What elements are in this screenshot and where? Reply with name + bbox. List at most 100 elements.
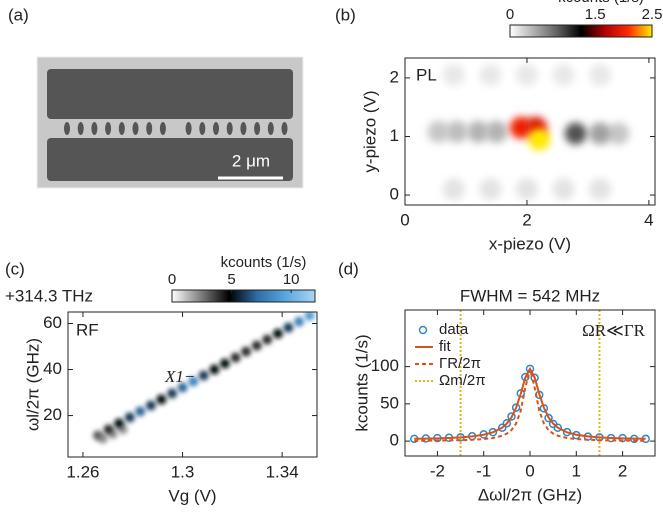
heat-spot [209, 364, 220, 375]
heat-spot [135, 406, 146, 417]
data-point [525, 364, 535, 374]
hole [254, 122, 261, 135]
hole [226, 122, 233, 135]
heat-spot [479, 178, 502, 201]
chart-title: FWHM = 542 MHz [460, 286, 600, 305]
data-point [502, 418, 512, 428]
y-tick-label: 60 [43, 313, 62, 332]
x-tick-label: 0 [400, 210, 409, 229]
y-axis-label: ωl/2π (GHz) [23, 338, 42, 431]
heatmap-layer [92, 312, 315, 444]
heat-spot [167, 388, 178, 399]
heat-spot [589, 122, 612, 145]
heat-spot [607, 122, 630, 145]
heat-spot [589, 63, 612, 86]
y-axis-label: kcounts (1/s) [352, 334, 371, 431]
colorbar-tick-label: 0 [506, 6, 514, 23]
legend-label: Ωm/2π [439, 372, 486, 389]
panel-label: (d) [338, 259, 359, 278]
heatmap-layer [427, 63, 630, 201]
colorbar-title: kcounts (1/s) [221, 254, 307, 271]
annotation: ΩR≪ΓR [582, 321, 646, 340]
x-tick-label: -1 [476, 461, 491, 480]
hole [105, 122, 112, 135]
hole [281, 122, 288, 135]
legend-label: data [439, 321, 469, 338]
hole [213, 122, 219, 135]
y-tick-label: 40 [43, 359, 62, 378]
x-tick-label: 2 [618, 461, 627, 480]
hole [240, 122, 247, 135]
hole [132, 122, 139, 135]
heat-spot [103, 424, 114, 435]
plot-frame [67, 311, 318, 458]
heat-spot [442, 178, 465, 201]
legend-label: ΓR/2π [439, 355, 481, 372]
hole [91, 122, 98, 135]
x-tick-label: 1.3 [171, 462, 195, 481]
hole [267, 122, 274, 135]
legend-marker [418, 325, 428, 335]
hole [159, 122, 166, 135]
heat-spot [515, 63, 538, 86]
x-tick-label: -2 [430, 461, 445, 480]
heat-spot [552, 63, 575, 86]
x-tick-label: 4 [644, 210, 653, 229]
heat-spot [467, 120, 490, 143]
plot-frame [404, 309, 656, 457]
panel-label: (b) [335, 5, 356, 24]
heat-spot [92, 430, 103, 441]
heat-spot [198, 370, 209, 381]
x-axis-label: x-piezo (V) [489, 234, 571, 253]
data-point [562, 427, 572, 437]
heat-spot [124, 412, 135, 423]
subtitle: +314.3 THz [5, 286, 93, 305]
membrane [47, 69, 293, 119]
y-tick-label: 0 [390, 185, 399, 204]
y-axis-label: y-piezo (V) [360, 90, 379, 172]
colorbar-title: kcounts (1/s) [558, 0, 644, 6]
colorbar-tick-label: 0 [168, 271, 176, 288]
plot-frame [404, 57, 656, 206]
hole [185, 122, 192, 135]
heat-spot [230, 352, 241, 363]
y-tick-label: 1 [390, 126, 399, 145]
colorbar [171, 289, 316, 303]
heat-spot [552, 178, 575, 201]
panel-label: (c) [5, 259, 25, 278]
legend-label: fit [439, 338, 452, 355]
data-point [553, 423, 563, 432]
heat-spot [114, 418, 125, 429]
heat-spot [156, 394, 167, 405]
y-tick-label: 0 [390, 431, 399, 450]
x-tick-label: 0 [525, 461, 534, 480]
scale-bar-label: 2 μm [232, 151, 270, 170]
data-point [497, 423, 507, 432]
colorbar-tick-label: 2.5 [642, 6, 663, 23]
hole [64, 122, 70, 135]
data-point [511, 403, 521, 412]
hole [199, 122, 206, 135]
heat-spot [262, 334, 273, 345]
colorbar-tick-label: 10 [283, 271, 300, 288]
heat-spot [445, 120, 468, 143]
heat-spot [219, 358, 230, 369]
colorbar [509, 24, 653, 38]
heat-spot [442, 63, 465, 86]
heat-spot [515, 178, 538, 201]
data-point [488, 427, 498, 437]
hole [77, 122, 84, 135]
heat-spot [177, 382, 188, 393]
heat-spot [479, 63, 502, 86]
x-tick-label: 1 [572, 461, 581, 480]
heat-spot [188, 376, 199, 387]
heat-spot [145, 400, 156, 411]
colorbar-tick-label: 1.5 [585, 6, 606, 23]
membrane [47, 138, 293, 181]
heat-spot [564, 122, 587, 145]
x-tick-label: 2 [522, 210, 531, 229]
x-tick-label: 1.34 [266, 462, 299, 481]
y-tick-label: 100 [371, 356, 399, 375]
line-annotation: X1− [164, 367, 195, 386]
heat-spot [283, 322, 294, 333]
